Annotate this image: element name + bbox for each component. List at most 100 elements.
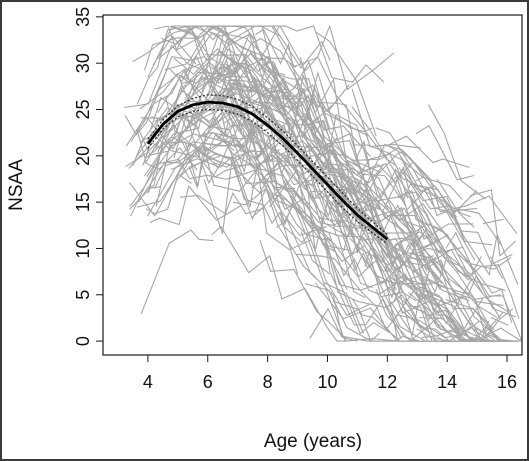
trajectory-line [259, 70, 286, 92]
y-tick-label: 30 [73, 53, 93, 73]
x-axis: 4 6 8 10 12 14 16 [143, 355, 517, 392]
y-tick-label: 10 [73, 238, 93, 258]
trajectory-line [149, 184, 242, 226]
trajectory-line [255, 28, 338, 138]
trajectory-line [124, 66, 169, 134]
trajectory-line [283, 180, 464, 342]
trajectory-line [179, 191, 265, 215]
trajectory-line [418, 294, 467, 335]
trajectory-line [360, 237, 406, 280]
trajectory-line [412, 247, 449, 256]
trajectory-line [385, 135, 470, 169]
trajectory-line [485, 295, 501, 320]
trajectory-line [323, 282, 365, 334]
trajectory-line [230, 25, 385, 83]
trajectory-line [147, 144, 254, 217]
trajectory-line [192, 116, 281, 174]
trajectory-line [174, 155, 221, 182]
trajectory-line [129, 186, 161, 210]
y-tick-label: 0 [73, 336, 93, 346]
trajectory-line [266, 164, 345, 216]
trajectory-line [313, 93, 369, 137]
y-axis-label: NSAA [6, 159, 27, 211]
trajectory-line [401, 191, 479, 283]
trajectory-line [375, 151, 471, 218]
trajectory-line [351, 162, 418, 238]
trajectory-line [351, 88, 421, 149]
trajectory-line [352, 298, 417, 342]
trajectory-line [211, 225, 346, 342]
trajectory-line [418, 293, 514, 342]
trajectory-line [288, 62, 458, 218]
trajectory-line [415, 124, 475, 181]
x-axis-label: Age (years) [264, 431, 362, 452]
trajectory-line [346, 159, 410, 234]
trajectory-line [282, 144, 329, 221]
trajectory-line [427, 104, 486, 200]
trajectory-line [333, 266, 390, 335]
trajectory-line [316, 32, 377, 137]
trajectory-line [146, 127, 199, 178]
trajectory-line [473, 327, 522, 342]
trajectory-line [129, 134, 304, 207]
trajectory-line [372, 253, 402, 299]
trajectory-line [261, 61, 316, 133]
trajectory-line [210, 55, 350, 112]
trajectory-line [207, 157, 399, 342]
trajectory-line [217, 93, 375, 210]
trajectory-line [124, 35, 291, 108]
trajectory-line [221, 100, 373, 289]
y-tick-label: 25 [73, 99, 93, 119]
trajectory-line [130, 99, 265, 150]
trajectory-line [377, 206, 448, 294]
trajectory-line [390, 290, 496, 342]
x-tick-label: 16 [497, 372, 517, 392]
trajectory-line [130, 134, 235, 217]
trajectory-line [251, 186, 402, 340]
trajectory-line [219, 62, 348, 182]
trajectory-line [309, 307, 457, 342]
trajectory-line [424, 278, 473, 325]
trajectory-line [406, 186, 477, 217]
trajectory-line [189, 147, 269, 221]
trajectory-line [259, 240, 347, 340]
trajectory-line [256, 163, 366, 298]
trajectory-line [252, 75, 382, 174]
x-tick-label: 8 [263, 372, 273, 392]
trajectory-line [364, 227, 401, 286]
ci-lower-line [147, 108, 388, 245]
trajectory-line [389, 145, 518, 234]
trajectory-line [205, 53, 291, 93]
trajectory-line [354, 139, 373, 179]
trajectory-line [490, 316, 509, 326]
trajectory-line [176, 34, 240, 86]
trajectory-line [225, 143, 271, 175]
ci-upper-line [147, 94, 388, 236]
trajectory-line [325, 113, 493, 246]
trajectory-line [424, 211, 482, 281]
fitted-curves [146, 94, 389, 245]
trajectory-line [259, 63, 407, 207]
y-tick-label: 20 [73, 146, 93, 166]
trajectory-line [383, 237, 490, 343]
trajectory-line [295, 253, 467, 339]
trajectory-line [394, 274, 430, 332]
trajectory-line [235, 78, 365, 227]
trajectory-line [247, 81, 287, 115]
trajectory-line [482, 218, 504, 225]
trajectory-line [326, 237, 372, 278]
trajectory-line [312, 151, 359, 232]
trajectory-line [419, 269, 442, 313]
y-axis: 0 5 10 15 20 25 30 35 [73, 7, 103, 346]
trajectory-line [398, 167, 519, 286]
trajectory-line [194, 137, 316, 278]
trajectory-line [359, 204, 437, 274]
x-tick-label: 4 [143, 372, 153, 392]
x-tick-label: 6 [203, 372, 213, 392]
trajectory-line [332, 300, 381, 343]
trajectory-line [140, 229, 214, 315]
trajectory-line [219, 85, 332, 173]
trajectory-line [300, 231, 330, 275]
